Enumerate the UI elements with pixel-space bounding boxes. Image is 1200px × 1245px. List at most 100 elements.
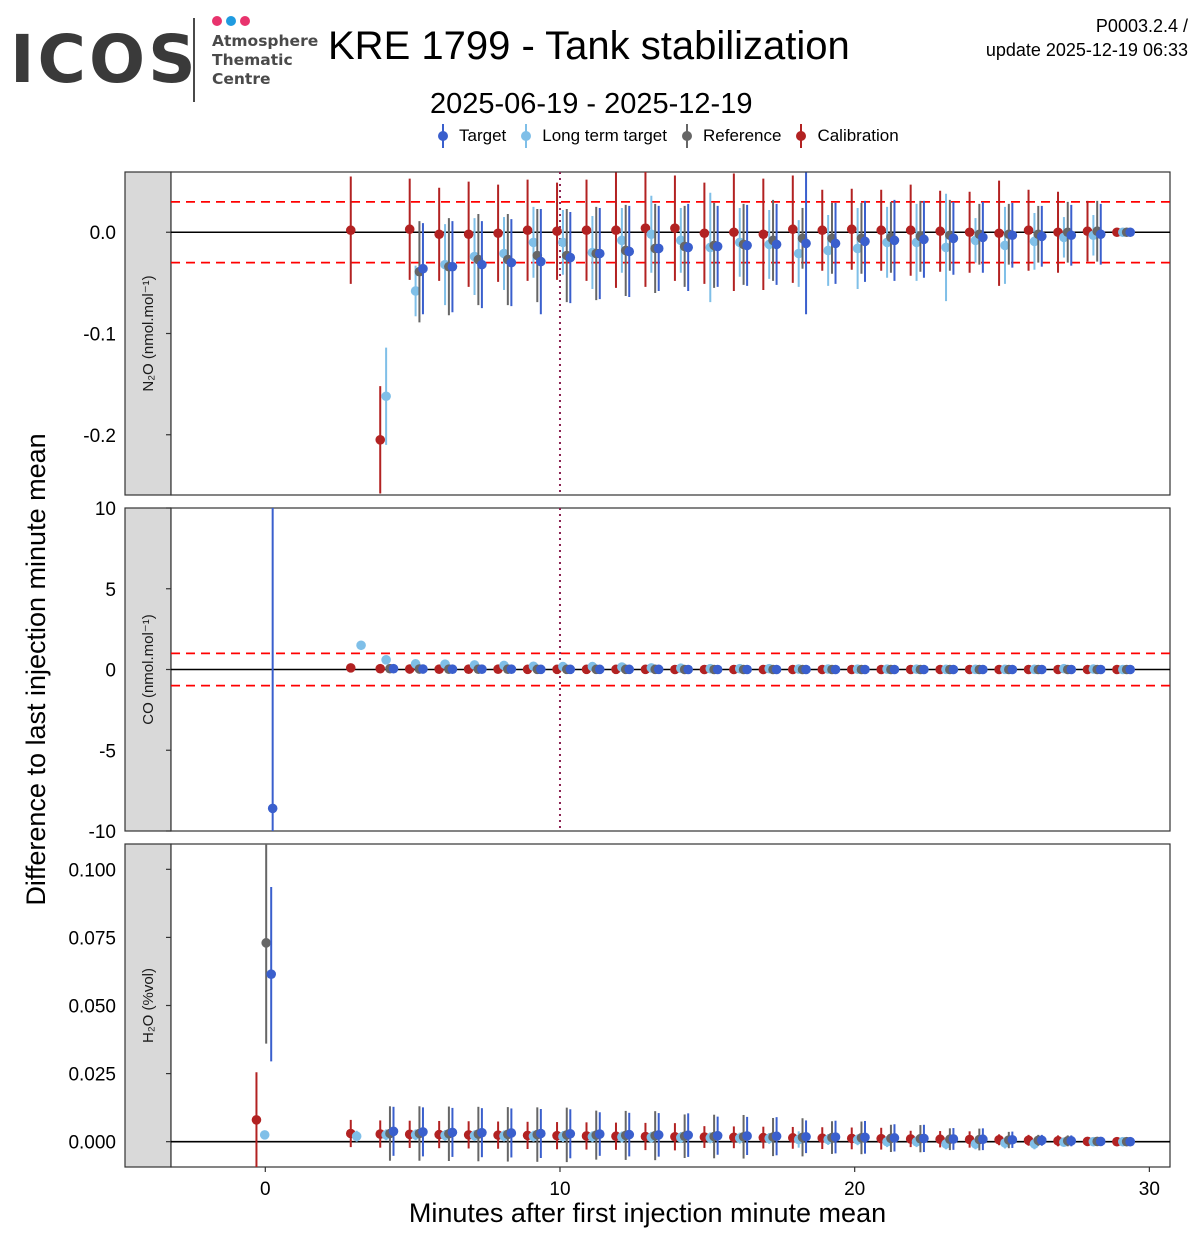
panel-plot-area (171, 508, 1170, 831)
point-target (536, 1128, 546, 1139)
point-target (624, 1129, 635, 1140)
point-calibration (905, 225, 916, 236)
point-calibration (670, 223, 680, 233)
point-target (683, 242, 693, 253)
x-tick-label: 30 (1139, 1179, 1160, 1200)
point-reference (261, 938, 271, 948)
point-long-term-target (351, 1131, 362, 1142)
panel-plot-area (171, 844, 1170, 1167)
panel-frame (170, 843, 1171, 1168)
point-calibration (817, 225, 828, 236)
point-long-term-target (381, 391, 391, 402)
y-tick-label: -0.2 (83, 426, 116, 447)
point-long-term-target (558, 237, 568, 248)
panel-h2o: H₂O (%vol) 0.100 0.075 0.050 0.025 0.000 (68, 843, 1171, 1168)
point-long-term-target (646, 229, 657, 240)
y-axis-title: Difference to last injection minute mean (21, 433, 51, 905)
chart-title: KRE 1799 - Tank stabilization (328, 24, 850, 68)
point-target (860, 664, 870, 675)
point-target (594, 248, 605, 259)
point-target (1125, 664, 1136, 675)
point-target (653, 664, 664, 675)
point-target (506, 664, 517, 674)
facet-strip (124, 507, 172, 832)
point-calibration (522, 225, 533, 236)
point-target (1037, 231, 1047, 242)
panel-frame (170, 171, 1171, 496)
facet-strip (124, 171, 172, 496)
point-target (477, 664, 487, 674)
point-target (712, 1130, 723, 1141)
point-target (266, 969, 276, 979)
point-target (1095, 1136, 1106, 1147)
y-tick-label: 0.0 (90, 223, 116, 244)
point-target (860, 236, 870, 247)
point-long-term-target (823, 245, 833, 256)
logo-dot-2 (226, 16, 236, 26)
point-target (1125, 227, 1136, 238)
point-calibration (611, 225, 621, 236)
point-target (1066, 230, 1077, 241)
point-calibration (463, 229, 474, 240)
y-tick-label: 0.025 (68, 1065, 116, 1086)
point-target (565, 1128, 576, 1139)
point-calibration (434, 229, 444, 240)
point-target (830, 664, 841, 675)
point-calibration (876, 225, 887, 236)
point-long-term-target (1029, 236, 1040, 247)
point-calibration (493, 228, 503, 239)
y-tick-label: -5 (99, 741, 116, 762)
point-target (1095, 664, 1106, 675)
point-calibration (581, 225, 592, 236)
point-target (267, 803, 278, 814)
point-target (536, 664, 546, 675)
point-target (978, 664, 988, 675)
point-target (594, 1129, 605, 1139)
point-target (978, 232, 988, 243)
point-target (1007, 230, 1018, 241)
point-target (801, 238, 811, 249)
point-target (653, 1130, 664, 1140)
y-tick-label: 10 (95, 499, 116, 520)
y-tick-label: 0.100 (68, 860, 116, 881)
point-target (1007, 664, 1018, 675)
point-calibration (935, 226, 945, 237)
version-info: P0003.2.4 / update 2025-12-19 06:33 (986, 14, 1188, 62)
point-long-term-target (356, 640, 366, 651)
point-target (536, 256, 546, 267)
logo-line-2: Thematic (212, 51, 293, 69)
facet-label-n2o: N₂O (nmol.mol⁻¹) (140, 275, 157, 391)
point-target (830, 1132, 841, 1142)
point-target (889, 235, 900, 246)
point-target (978, 1134, 988, 1145)
legend-key-calibration (791, 120, 811, 152)
legend-item-calibration: Calibration (791, 120, 899, 152)
point-target (418, 1127, 428, 1137)
y-tick-label: 0.000 (68, 1133, 116, 1154)
point-target (1125, 1136, 1136, 1147)
point-target (594, 664, 605, 675)
point-target (860, 1132, 870, 1143)
point-target (565, 664, 576, 675)
point-target (742, 1131, 752, 1141)
date-range: 2025-06-19 - 2025-12-19 (430, 88, 753, 120)
point-target (506, 257, 517, 268)
legend-label-target: Target (459, 126, 507, 145)
point-long-term-target (941, 242, 951, 253)
point-target (742, 664, 752, 675)
legend-label-reference: Reference (703, 126, 782, 145)
point-long-term-target (528, 237, 539, 248)
x-tick-label: 20 (844, 1179, 865, 1200)
point-calibration (699, 228, 710, 239)
point-target (830, 238, 841, 249)
x-tick-label: 10 (549, 1179, 570, 1200)
point-target (477, 259, 487, 270)
point-target (801, 664, 811, 675)
point-target (1066, 664, 1077, 675)
point-target (919, 1133, 929, 1144)
facet-label-h2o: H₂O (%vol) (140, 968, 157, 1043)
point-target (919, 234, 929, 245)
point-target (447, 261, 458, 272)
point-target (418, 664, 428, 674)
